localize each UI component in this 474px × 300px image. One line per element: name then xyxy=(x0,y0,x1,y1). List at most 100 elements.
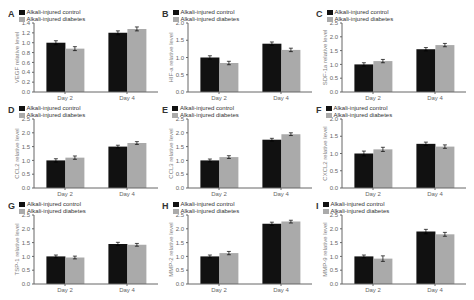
svg-text:2.0: 2.0 xyxy=(22,130,31,136)
svg-text:Day 2: Day 2 xyxy=(211,287,227,293)
svg-text:0.0: 0.0 xyxy=(22,89,31,95)
svg-text:1.0: 1.0 xyxy=(330,151,339,157)
svg-text:2.5: 2.5 xyxy=(22,116,31,122)
html-text:E: E xyxy=(162,105,168,115)
svg-text:Day 4: Day 4 xyxy=(427,287,443,293)
html-text:Alkali-injured control: Alkali-injured control xyxy=(180,105,234,111)
svg-text:0.0: 0.0 xyxy=(176,185,185,191)
svg-text:Day 2: Day 2 xyxy=(57,95,73,101)
svg-text:1.5: 1.5 xyxy=(22,240,31,246)
svg-text:2.0: 2.0 xyxy=(330,116,339,122)
svg-text:2.0: 2.0 xyxy=(22,226,31,232)
svg-text:0.5: 0.5 xyxy=(176,171,185,177)
svg-text:1.5: 1.5 xyxy=(330,240,339,246)
svg-text:0.0: 0.0 xyxy=(22,185,31,191)
svg-text:2.0: 2.0 xyxy=(176,226,185,232)
svg-text:MMP-2 relative level: MMP-2 relative level xyxy=(168,222,174,276)
svg-text:2.0: 2.0 xyxy=(176,20,185,26)
svg-text:HIF-a relative level: HIF-a relative level xyxy=(168,32,174,82)
svg-text:Day 4: Day 4 xyxy=(119,95,135,101)
svg-text:1.5: 1.5 xyxy=(22,144,31,150)
svg-text:Day 4: Day 4 xyxy=(427,191,443,197)
html-text:H: H xyxy=(162,201,169,211)
svg-text:1.5: 1.5 xyxy=(176,37,185,43)
svg-text:Day 2: Day 2 xyxy=(365,287,381,293)
html-text:Alkali-injured diabetes: Alkali-injured diabetes xyxy=(180,16,240,22)
svg-text:Day 4: Day 4 xyxy=(119,287,135,293)
html-text:Alkali-injured diabetes: Alkali-injured diabetes xyxy=(334,16,394,22)
svg-text:1.0: 1.0 xyxy=(330,254,339,260)
svg-text:1.5: 1.5 xyxy=(330,48,339,54)
html-text:Alkali-injured control: Alkali-injured control xyxy=(333,105,388,111)
svg-text:Day 2: Day 2 xyxy=(211,191,227,197)
svg-text:0.6: 0.6 xyxy=(22,60,31,66)
html-text:Alkali-injured control: Alkali-injured control xyxy=(26,9,81,15)
svg-text:1.5: 1.5 xyxy=(176,144,185,150)
svg-text:Day 4: Day 4 xyxy=(273,191,289,197)
svg-text:Day 2: Day 2 xyxy=(365,95,381,101)
svg-text:1.0: 1.0 xyxy=(176,55,185,61)
svg-text:0.5: 0.5 xyxy=(330,267,339,273)
svg-text:0.4: 0.4 xyxy=(22,69,31,75)
svg-text:2.5: 2.5 xyxy=(330,20,339,26)
svg-text:2.5: 2.5 xyxy=(22,212,31,218)
svg-text:0.0: 0.0 xyxy=(22,281,31,287)
html-text:A: A xyxy=(8,9,15,19)
html-text:C: C xyxy=(316,9,323,19)
svg-text:1.5: 1.5 xyxy=(176,240,185,246)
svg-text:CXCL2 relative level: CXCL2 relative level xyxy=(322,126,328,180)
html-text:F: F xyxy=(316,105,322,115)
svg-text:2.0: 2.0 xyxy=(176,130,185,136)
svg-text:Day 2: Day 2 xyxy=(365,191,381,197)
html-text:Alkali-injured diabetes: Alkali-injured diabetes xyxy=(180,112,239,118)
svg-text:Day 2: Day 2 xyxy=(211,95,227,101)
html-text:Alkali-injured control: Alkali-injured control xyxy=(334,9,389,15)
svg-text:0.0: 0.0 xyxy=(176,89,185,95)
svg-text:Day 4: Day 4 xyxy=(427,95,443,101)
svg-text:0.0: 0.0 xyxy=(330,281,339,287)
svg-text:0.5: 0.5 xyxy=(330,168,339,174)
svg-text:SDF-1a relative level: SDF-1a relative level xyxy=(322,30,328,86)
svg-text:0.2: 0.2 xyxy=(22,79,31,85)
svg-text:MMP-9 relative level: MMP-9 relative level xyxy=(322,222,328,276)
svg-text:0.0: 0.0 xyxy=(330,89,339,95)
svg-text:CCL2 relative level: CCL2 relative level xyxy=(14,128,20,178)
svg-text:2.0: 2.0 xyxy=(330,34,339,40)
svg-text:0.8: 0.8 xyxy=(22,50,31,56)
svg-text:0.5: 0.5 xyxy=(176,267,185,273)
svg-text:1.0: 1.0 xyxy=(22,158,31,164)
svg-text:TSP-1 relative level: TSP-1 relative level xyxy=(14,223,20,275)
svg-text:1.0: 1.0 xyxy=(22,254,31,260)
svg-text:0.5: 0.5 xyxy=(22,267,31,273)
html-text:B: B xyxy=(162,9,169,19)
html-text:G: G xyxy=(8,201,15,211)
svg-text:1.2: 1.2 xyxy=(22,30,31,36)
svg-text:2.5: 2.5 xyxy=(330,212,339,218)
svg-text:1.0: 1.0 xyxy=(176,158,185,164)
svg-text:1.4: 1.4 xyxy=(22,20,31,26)
svg-text:2.0: 2.0 xyxy=(330,226,339,232)
html-text:Alkali-injured diabetes: Alkali-injured diabetes xyxy=(26,112,86,118)
svg-text:0.5: 0.5 xyxy=(22,171,31,177)
svg-text:VEGF relative level: VEGF relative level xyxy=(14,32,20,83)
svg-text:1.0: 1.0 xyxy=(22,40,31,46)
svg-text:0.0: 0.0 xyxy=(176,281,185,287)
html-text:Alkali-injured diabetes: Alkali-injured diabetes xyxy=(26,16,86,22)
svg-text:0.5: 0.5 xyxy=(330,75,339,81)
svg-text:Day 4: Day 4 xyxy=(273,287,289,293)
svg-text:Day 2: Day 2 xyxy=(57,191,73,197)
html-text:D: D xyxy=(8,105,15,115)
svg-text:2.5: 2.5 xyxy=(176,116,185,122)
svg-text:2.5: 2.5 xyxy=(176,212,185,218)
svg-text:CCL3 relative level: CCL3 relative level xyxy=(168,128,174,178)
svg-text:0.0: 0.0 xyxy=(330,185,339,191)
html-text:Alkali-injured control: Alkali-injured control xyxy=(180,9,235,15)
svg-text:1.0: 1.0 xyxy=(176,254,185,260)
svg-text:Day 4: Day 4 xyxy=(273,95,289,101)
html-text:Alkali-injured control: Alkali-injured control xyxy=(26,105,81,111)
svg-text:Day 4: Day 4 xyxy=(119,191,135,197)
svg-text:1.5: 1.5 xyxy=(330,133,339,139)
svg-text:0.5: 0.5 xyxy=(176,72,185,78)
svg-text:Day 2: Day 2 xyxy=(57,287,73,293)
svg-text:1.0: 1.0 xyxy=(330,62,339,68)
